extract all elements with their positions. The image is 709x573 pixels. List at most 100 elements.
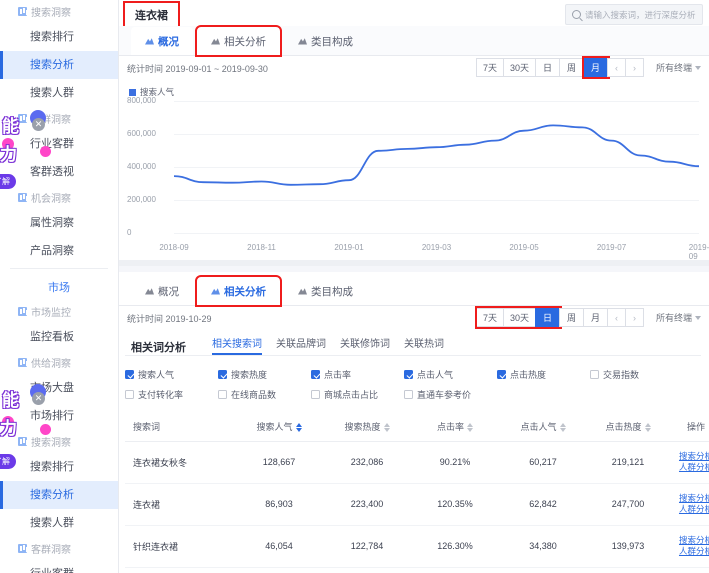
metric-checkbox-支付转化率[interactable]: 支付转化率 xyxy=(125,388,218,401)
op-link-人群分析[interactable]: 人群分析 xyxy=(678,546,709,557)
sub-tab-关联热词[interactable]: 关联热词 xyxy=(404,339,444,350)
sidebar-item-行业客群[interactable]: 行业客群 xyxy=(0,560,118,573)
sidebar-item-产品洞察[interactable]: 产品洞察 xyxy=(0,237,118,265)
tab-bar-overview: 概况 相关分析 类目构成 xyxy=(119,25,709,57)
op-link-搜索分析[interactable]: 搜索分析 xyxy=(678,534,709,545)
sidebar-item-市场大盘[interactable]: 市场大盘 xyxy=(0,374,118,402)
checkbox-icon[interactable] xyxy=(218,370,227,379)
cell-click-popularity: 34,380 xyxy=(499,525,587,568)
range-button-日[interactable]: 日 xyxy=(534,308,560,327)
sidebar-item-市场排行[interactable]: 市场排行 xyxy=(0,402,118,430)
sub-tab-bar: 相关词分析 相关搜索词 关联品牌词 关联修饰词 关联热词 xyxy=(125,334,701,356)
table-header-搜索词: 搜索词 xyxy=(125,412,235,442)
checkbox-icon[interactable] xyxy=(497,370,506,379)
tab-label: 相关分析 xyxy=(224,35,266,48)
terminal-select-overview[interactable]: 所有终端 xyxy=(656,61,701,74)
table-row[interactable]: 连衣裙 86,903 223,400 120.35% 62,842 247,700 搜索分析… xyxy=(125,483,709,526)
promo-close-icon-lower[interactable]: ✕ xyxy=(32,392,45,405)
checkbox-icon[interactable] xyxy=(311,390,320,399)
sidebar-item-搜索人群[interactable]: 搜索人群 xyxy=(0,509,118,537)
chart-legend[interactable]: 搜索人气 xyxy=(129,86,174,98)
sub-tab-关联品牌词[interactable]: 关联品牌词 xyxy=(276,339,326,350)
op-link-搜索分析[interactable]: 搜索分析 xyxy=(678,451,709,461)
sort-icon[interactable] xyxy=(383,423,390,433)
search-popularity-line-chart: 0 200,000 400,000 600,000 800,000 2018-09 201… xyxy=(119,95,709,261)
book-icon xyxy=(18,7,27,16)
next-period-button[interactable]: › xyxy=(624,308,644,327)
table-row[interactable]: 秋冬连衣裙44,269111,949122.22%30,892125,304搜索… xyxy=(125,567,709,573)
cell-search-heat: 223,400 xyxy=(323,483,411,526)
checkbox-icon[interactable] xyxy=(590,370,599,379)
overview-tab-类目构成[interactable]: 类目构成 xyxy=(284,27,367,55)
sidebar-item-搜索分析[interactable]: 搜索分析 xyxy=(0,481,118,509)
checkbox-icon[interactable] xyxy=(125,370,134,379)
table-header-row: 搜索词 搜索人气 搜索热度 点击率 点击人气 点击热度 操作 xyxy=(125,412,709,442)
range-button-日[interactable]: 日 xyxy=(534,58,560,77)
checkbox-icon[interactable] xyxy=(404,390,413,399)
terminal-label: 所有终端 xyxy=(655,63,692,73)
y-axis-tick: 400,000 xyxy=(127,162,156,171)
table-header-点击热度[interactable]: 点击热度 xyxy=(587,412,669,442)
table-header-搜索人气[interactable]: 搜索人气 xyxy=(235,412,323,442)
range-button-月[interactable]: 月 xyxy=(582,58,608,77)
next-period-button[interactable]: › xyxy=(624,58,644,77)
sidebar-item-行业客群[interactable]: 行业客群 xyxy=(0,130,118,158)
sort-icon[interactable] xyxy=(467,423,473,433)
table-header-搜索热度[interactable]: 搜索热度 xyxy=(323,412,411,442)
search-input[interactable]: 请输入搜索词，进行深度分析 xyxy=(565,4,703,25)
range-button-7天[interactable]: 7天 xyxy=(475,308,504,327)
metric-checkbox-在线商品数[interactable]: 在线商品数 xyxy=(218,388,311,401)
metric-checkbox-交易指数[interactable]: 交易指数 xyxy=(590,368,683,381)
overview-tab-相关分析[interactable]: 相关分析 xyxy=(195,25,282,57)
overview-tab-概况[interactable]: 概况 xyxy=(131,27,193,55)
range-button-月[interactable]: 月 xyxy=(582,308,608,327)
related-tab-概况[interactable]: 概况 xyxy=(131,277,193,305)
metric-checkbox-点击热度[interactable]: 点击热度 xyxy=(497,368,590,381)
sort-icon[interactable] xyxy=(559,423,566,433)
sidebar-item-监控看板[interactable]: 监控看板 xyxy=(0,323,118,351)
book-icon xyxy=(18,193,27,202)
sub-tab-相关搜索词[interactable]: 相关搜索词 xyxy=(212,335,262,355)
metric-checkbox-直通车参考价[interactable]: 直通车参考价 xyxy=(404,388,497,401)
table-header-点击率[interactable]: 点击率 xyxy=(411,412,499,442)
range-button-周[interactable]: 周 xyxy=(558,58,584,77)
metric-checkbox-点击率[interactable]: 点击率 xyxy=(311,368,404,381)
range-button-30天[interactable]: 30天 xyxy=(502,308,536,327)
range-button-7天[interactable]: 7天 xyxy=(475,58,504,77)
sort-icon[interactable] xyxy=(295,423,302,433)
table-header-操作: 操作 xyxy=(669,412,709,442)
promo-close-icon-upper[interactable]: ✕ xyxy=(32,118,45,131)
sort-icon[interactable] xyxy=(644,423,651,433)
prev-period-button[interactable]: ‹ xyxy=(606,308,626,327)
checkbox-icon[interactable] xyxy=(125,390,134,399)
metric-checkbox-搜索人气[interactable]: 搜索人气 xyxy=(125,368,218,381)
related-tab-相关分析[interactable]: 相关分析 xyxy=(195,275,282,307)
metric-checkbox-搜索热度[interactable]: 搜索热度 xyxy=(218,368,311,381)
table-row[interactable]: 针织连衣裙 46,054 122,784 126.30% 34,380 139,973 搜索… xyxy=(125,525,709,568)
related-tab-类目构成[interactable]: 类目构成 xyxy=(284,277,367,305)
sidebar-item-属性洞察[interactable]: 属性洞察 xyxy=(0,209,118,237)
terminal-select-related[interactable]: 所有终端 xyxy=(656,311,701,324)
op-link-人群分析[interactable]: 人群分析 xyxy=(678,504,709,515)
sidebar-item-搜索排行[interactable]: 搜索排行 xyxy=(0,23,118,51)
metric-checkbox-点击人气[interactable]: 点击人气 xyxy=(404,368,497,381)
cell-search-heat: 111,949 xyxy=(323,567,411,573)
sidebar-item-搜索排行[interactable]: 搜索排行 xyxy=(0,453,118,481)
table-header-点击人气[interactable]: 点击人气 xyxy=(499,412,587,442)
checkbox-icon[interactable] xyxy=(218,390,227,399)
sidebar-item-搜索分析[interactable]: 搜索分析 xyxy=(0,51,118,79)
sidebar-item-搜索人群[interactable]: 搜索人群 xyxy=(0,79,118,107)
metric-checkbox-商城点击占比[interactable]: 商城点击占比 xyxy=(311,388,404,401)
range-highlight: 7天 30天日 xyxy=(474,306,562,329)
op-link-人群分析[interactable]: 人群分析 xyxy=(678,462,709,473)
table-row[interactable]: 连衣裙女秋冬 128,667 232,086 90.21% 60,217 219,121 搜… xyxy=(125,441,709,484)
range-button-周[interactable]: 周 xyxy=(558,308,584,327)
checkbox-icon[interactable] xyxy=(404,370,413,379)
sidebar-item-客群透视[interactable]: 客群透视 xyxy=(0,158,118,186)
cell-click-heat: 125,304 xyxy=(587,567,669,573)
prev-period-button[interactable]: ‹ xyxy=(606,58,626,77)
range-button-30天[interactable]: 30天 xyxy=(502,58,536,77)
op-link-搜索分析[interactable]: 搜索分析 xyxy=(678,492,709,503)
sub-tab-关联修饰词[interactable]: 关联修饰词 xyxy=(340,339,390,350)
checkbox-icon[interactable] xyxy=(311,370,320,379)
